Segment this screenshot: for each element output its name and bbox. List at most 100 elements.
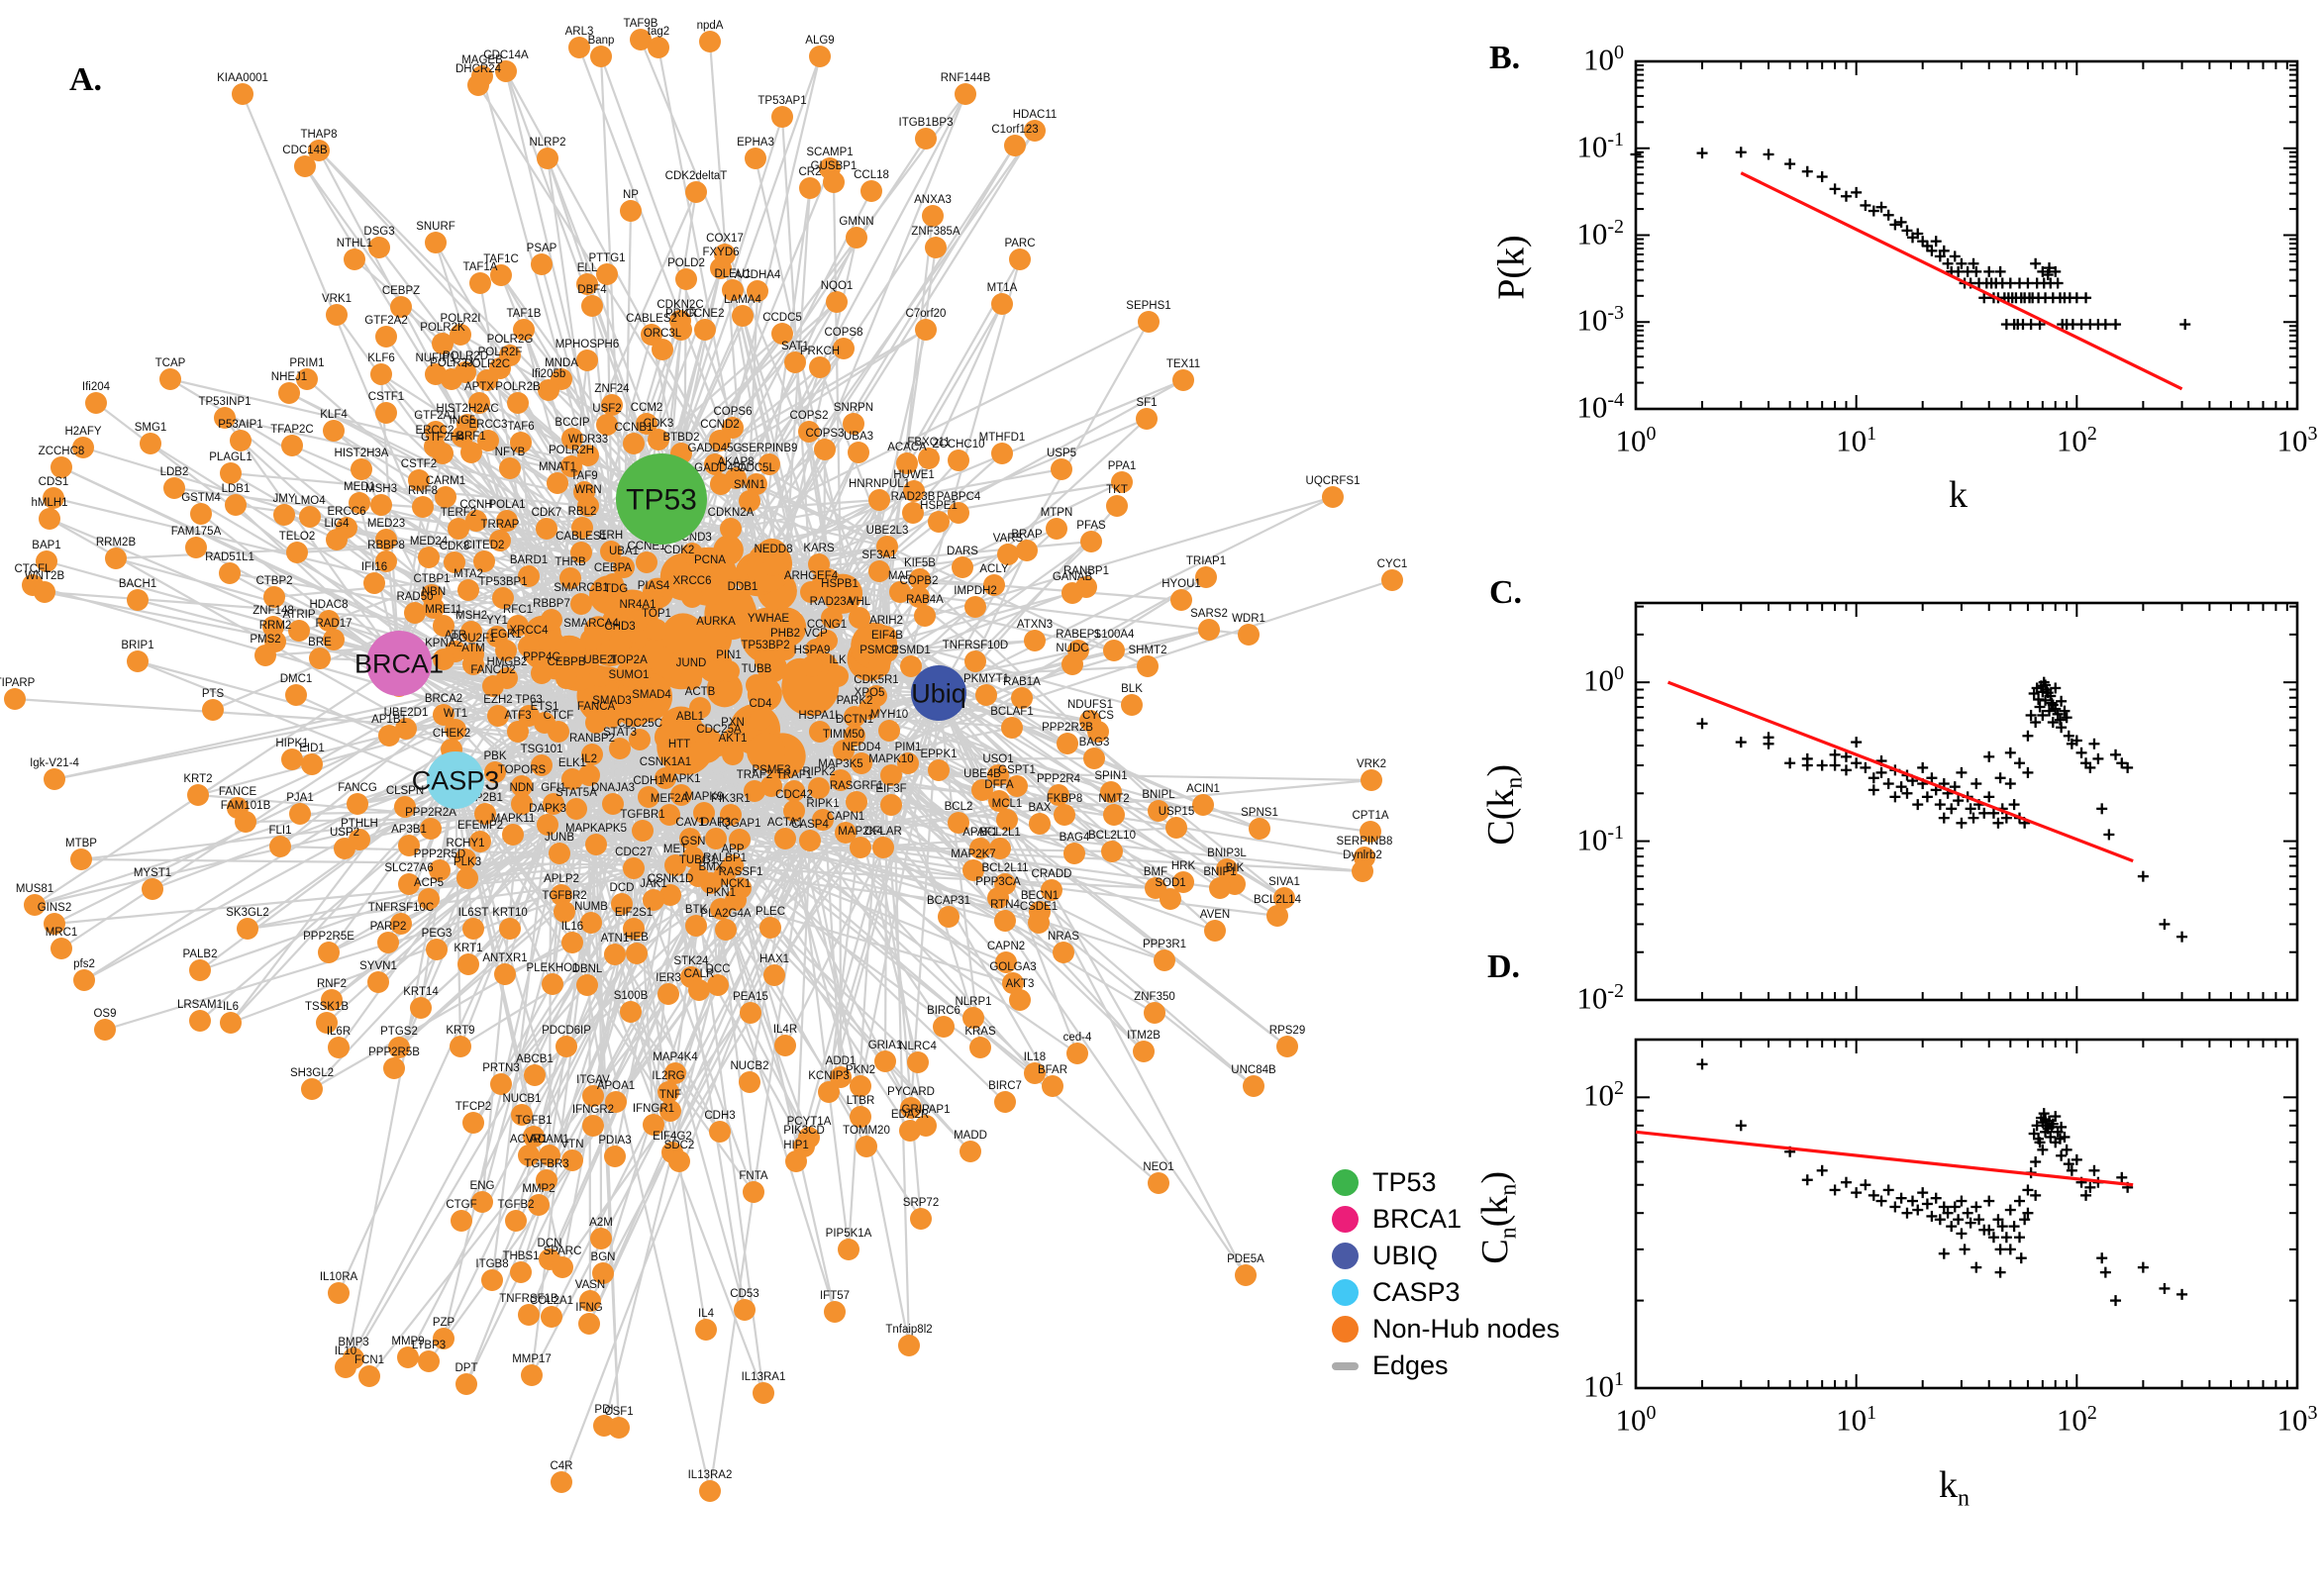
network-node xyxy=(4,688,26,710)
network-node-label: BRIP1 xyxy=(121,640,153,651)
network-node xyxy=(688,979,710,1001)
network-node-label: ADD1 xyxy=(826,1055,857,1067)
network-node-label: NMT2 xyxy=(1098,793,1129,805)
network-node-label: CDH3 xyxy=(704,1110,735,1122)
network-node-label: BCCIP xyxy=(555,417,589,429)
network-node xyxy=(473,550,495,572)
network-node-label: CDS1 xyxy=(39,476,69,488)
network-node-label: NLRC4 xyxy=(899,1041,937,1052)
network-node-label: KRT10 xyxy=(492,907,528,919)
network-node-label: STK24 xyxy=(673,955,709,967)
network-edge xyxy=(878,552,1009,573)
plot-B-ytick: 10-3 xyxy=(1576,302,1624,338)
legend-label: Edges xyxy=(1372,1350,1449,1380)
network-node-label: ITGB1BP3 xyxy=(899,117,954,129)
network-node-label: ANTXR1 xyxy=(482,952,527,964)
network-node-label: WT1 xyxy=(444,708,467,720)
network-node-label: BLK xyxy=(1121,683,1143,695)
network-node xyxy=(576,349,598,371)
network-node-label: NTHL1 xyxy=(337,238,372,249)
network-node xyxy=(474,803,496,825)
network-node-label: NUCB1 xyxy=(503,1093,542,1105)
network-node-label: ERCC2 xyxy=(416,425,454,437)
network-node xyxy=(531,662,553,684)
network-node-label: MSH3 xyxy=(365,483,397,495)
network-node xyxy=(928,511,950,533)
network-node xyxy=(964,596,986,618)
network-node-label: BNIP3L xyxy=(1207,848,1247,859)
network-node xyxy=(1028,912,1050,934)
network-node xyxy=(626,943,648,964)
network-edge xyxy=(590,753,747,1311)
network-node-label: H2AFY xyxy=(64,426,101,438)
network-node-label: IL10 xyxy=(335,1346,356,1357)
network-node-label: KIF5B xyxy=(904,557,936,569)
network-node-label: APLP2 xyxy=(544,873,579,885)
network-node xyxy=(394,796,416,818)
network-node xyxy=(494,963,516,985)
network-node xyxy=(657,983,679,1005)
network-node-label: CRADD xyxy=(1032,868,1072,880)
network-node-label: JAK1 xyxy=(640,878,667,890)
network-node-label: VCP xyxy=(804,628,828,640)
network-node xyxy=(460,621,482,643)
network-node-label: NEDD8 xyxy=(755,544,793,555)
network-node xyxy=(496,510,518,532)
network-node-label: CDC42 xyxy=(775,789,813,801)
network-node xyxy=(1133,1041,1155,1062)
network-node-label: CABLES2 xyxy=(626,313,677,325)
network-node xyxy=(750,709,771,731)
network-node-label: IFNGR1 xyxy=(633,1103,674,1115)
network-node-label: FAM175A xyxy=(171,526,222,538)
network-node-label: WDR33 xyxy=(568,434,608,446)
network-node xyxy=(44,913,65,935)
network-node-label: HDAC11 xyxy=(1013,109,1058,121)
network-node-label: APTX xyxy=(464,381,494,393)
network-node xyxy=(685,915,707,937)
plot-D-xtick: 101 xyxy=(1836,1402,1877,1438)
network-node xyxy=(1046,518,1067,540)
hub-node-ubiq xyxy=(911,665,966,721)
network-node-label: RBBP8 xyxy=(367,540,405,551)
network-node xyxy=(1101,841,1123,862)
network-node-label: HTT xyxy=(668,739,690,750)
network-node-label: CSTF1 xyxy=(368,391,404,403)
network-node-label: MCL1 xyxy=(992,798,1023,810)
network-node xyxy=(722,279,744,301)
network-node xyxy=(987,887,1009,909)
plot-c-ylabel: C(kn) xyxy=(1480,763,1528,846)
network-node xyxy=(623,433,645,454)
network-node xyxy=(551,884,572,906)
network-node-label: KLF4 xyxy=(320,409,348,421)
network-node xyxy=(388,1037,410,1058)
network-node-label: MT1A xyxy=(987,282,1018,294)
network-node xyxy=(747,280,768,302)
network-node xyxy=(1029,813,1051,835)
network-node xyxy=(577,495,599,517)
network-node xyxy=(643,889,664,911)
network-node-label: IFNGR2 xyxy=(572,1104,614,1116)
network-node xyxy=(620,200,642,222)
network-node-label: TGFB1 xyxy=(515,1115,552,1127)
nonhub-dot-icon xyxy=(1332,1316,1359,1343)
hub-node-tp53 xyxy=(616,453,707,545)
network-node-label: CASP4 xyxy=(791,819,829,831)
network-node xyxy=(833,338,855,359)
network-node-label: CTCF xyxy=(544,710,574,722)
network-node-label: IL10RA xyxy=(320,1271,358,1283)
network-node xyxy=(843,413,864,435)
network-node-label: GFI1 xyxy=(541,782,566,794)
network-node-label: IL16 xyxy=(561,921,583,933)
network-node xyxy=(1144,1002,1165,1024)
plot-B-ticks xyxy=(1635,60,2298,410)
network-node xyxy=(235,811,256,833)
network-node-label: CSDE1 xyxy=(1020,901,1058,913)
network-node xyxy=(433,648,454,670)
network-node-label: BMX xyxy=(699,861,724,873)
network-node xyxy=(860,180,882,202)
network-node xyxy=(127,650,149,672)
network-node xyxy=(850,1106,871,1128)
network-node xyxy=(648,429,669,450)
network-node xyxy=(469,831,491,852)
brca1-dot-icon xyxy=(1332,1206,1359,1233)
